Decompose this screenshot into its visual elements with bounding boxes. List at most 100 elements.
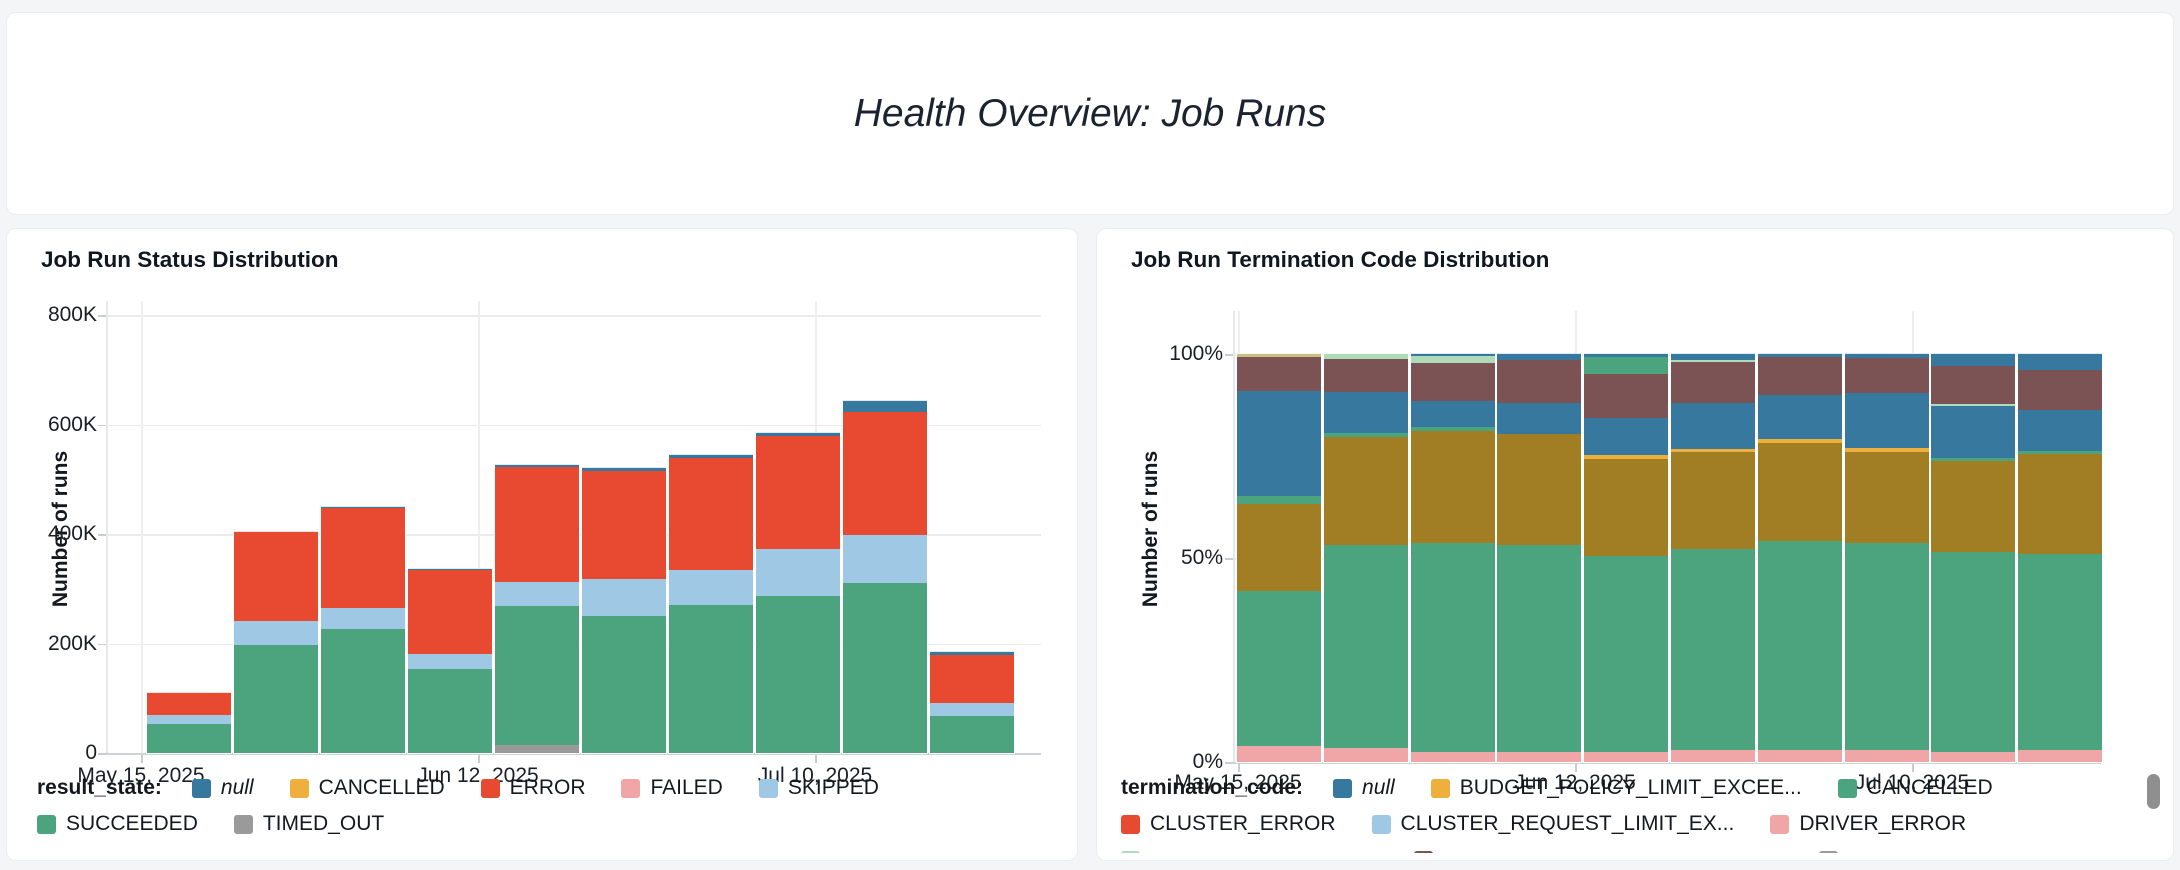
bar-segment[interactable] <box>1757 748 1842 762</box>
bar-segment[interactable] <box>2018 353 2103 370</box>
legend-item[interactable]: CANCELLED <box>1837 776 1993 800</box>
bar-segment[interactable] <box>756 548 840 596</box>
legend-item[interactable]: null <box>191 776 254 800</box>
stacked-bar[interactable] <box>1323 353 1408 762</box>
bar-segment[interactable] <box>1844 748 1929 762</box>
bar-segment[interactable] <box>843 534 927 584</box>
bar-segment[interactable] <box>1410 353 1495 357</box>
legend-item[interactable]: TIMED_OUT <box>233 812 384 836</box>
bar-segment[interactable] <box>1237 355 1321 391</box>
bar-segment[interactable] <box>1410 399 1495 427</box>
bar-segment[interactable] <box>843 399 927 413</box>
legend-item[interactable]: BUDGET_POLICY_LIMIT_EXCEE... <box>1430 776 1802 800</box>
bar-segment[interactable] <box>1323 358 1408 392</box>
bar-segment[interactable] <box>582 470 666 580</box>
legend-item[interactable] <box>1121 850 1150 853</box>
stacked-bar[interactable] <box>1757 353 1842 762</box>
bar-segment[interactable] <box>1671 450 1755 549</box>
bar-segment[interactable] <box>1671 401 1755 449</box>
bar-segment[interactable] <box>1323 353 1408 360</box>
legend-scrollbar-thumb[interactable] <box>2147 774 2160 809</box>
bar-segment[interactable] <box>669 454 753 458</box>
bar-segment[interactable] <box>1931 353 2016 367</box>
stacked-bar[interactable] <box>843 399 927 753</box>
bar-segment[interactable] <box>2018 452 2103 554</box>
bar-segment[interactable] <box>1237 389 1321 496</box>
bar-segment[interactable] <box>582 578 666 616</box>
legend-item[interactable]: null <box>1333 776 1395 800</box>
stacked-bar[interactable] <box>234 530 318 753</box>
bar-segment[interactable] <box>1584 353 1669 358</box>
bar-segment[interactable] <box>1323 746 1408 762</box>
bar-segment[interactable] <box>1844 392 1929 448</box>
stacked-bar[interactable] <box>321 505 405 753</box>
bar-segment[interactable] <box>1671 748 1755 762</box>
bar-segment[interactable] <box>1497 359 1582 403</box>
bar-segment[interactable] <box>1931 459 2016 553</box>
bar-segment[interactable] <box>669 456 753 570</box>
bar-segment[interactable] <box>147 714 231 724</box>
bar-segment[interactable] <box>1410 361 1495 401</box>
legend-item[interactable]: ERROR <box>480 776 585 800</box>
bar-segment[interactable] <box>756 594 840 753</box>
stacked-bar[interactable] <box>930 651 1014 753</box>
bar-segment[interactable] <box>1410 542 1495 752</box>
bar-segment[interactable] <box>1410 429 1495 544</box>
bar-segment[interactable] <box>321 506 405 609</box>
bar-segment[interactable] <box>1497 433 1582 545</box>
bar-segment[interactable] <box>669 604 753 753</box>
bar-segment[interactable] <box>930 651 1014 655</box>
bar-segment[interactable] <box>582 614 666 753</box>
stacked-bar[interactable] <box>1497 353 1582 762</box>
bar-segment[interactable] <box>408 569 492 655</box>
bar-segment[interactable] <box>669 568 753 606</box>
legend-item[interactable] <box>1819 850 1848 853</box>
bar-segment[interactable] <box>1757 353 1842 358</box>
bar-segment[interactable] <box>1584 356 1669 374</box>
bar-segment[interactable] <box>495 605 579 745</box>
bar-segment[interactable] <box>1323 543 1408 748</box>
bar-segment[interactable] <box>495 464 579 467</box>
stacked-bar[interactable] <box>1671 353 1755 762</box>
bar-segment[interactable] <box>495 743 579 753</box>
bar-segment[interactable] <box>1237 590 1321 746</box>
stacked-bar[interactable] <box>495 464 579 753</box>
legend-item[interactable]: SKIPPED <box>758 776 879 800</box>
bar-segment[interactable] <box>234 530 318 622</box>
bar-segment[interactable] <box>1410 355 1495 363</box>
bar-segment[interactable] <box>1584 750 1669 762</box>
bar-segment[interactable] <box>2018 552 2103 750</box>
bar-segment[interactable] <box>495 580 579 607</box>
bar-segment[interactable] <box>147 722 231 753</box>
bar-segment[interactable] <box>1671 547 1755 750</box>
bar-segment[interactable] <box>1844 450 1929 544</box>
bar-segment[interactable] <box>408 667 492 753</box>
bar-segment[interactable] <box>1931 405 2016 459</box>
bar-segment[interactable] <box>756 432 840 436</box>
bar-segment[interactable] <box>408 653 492 669</box>
bar-segment[interactable] <box>1237 494 1321 504</box>
bar-segment[interactable] <box>1323 390 1408 433</box>
bar-segment[interactable] <box>1584 417 1669 456</box>
bar-segment[interactable] <box>1497 543 1582 752</box>
bar-segment[interactable] <box>321 627 405 753</box>
bar-segment[interactable] <box>234 644 318 753</box>
bar-segment[interactable] <box>2018 409 2103 452</box>
bar-segment[interactable] <box>1237 353 1321 357</box>
stacked-bar[interactable] <box>408 568 492 753</box>
bar-segment[interactable] <box>1497 353 1582 361</box>
bar-segment[interactable] <box>1931 365 2016 405</box>
bar-segment[interactable] <box>1671 353 1755 361</box>
bar-segment[interactable] <box>408 568 492 571</box>
bar-segment[interactable] <box>1757 356 1842 395</box>
bar-segment[interactable] <box>930 714 1014 753</box>
stacked-bar[interactable] <box>1844 353 1929 762</box>
bar-segment[interactable] <box>930 654 1014 704</box>
bar-segment[interactable] <box>582 467 666 472</box>
legend-item[interactable] <box>1414 850 1443 853</box>
bar-segment[interactable] <box>1237 744 1321 762</box>
stacked-bar[interactable] <box>1931 353 2016 762</box>
bar-segment[interactable] <box>1757 393 1842 439</box>
bar-segment[interactable] <box>2018 368 2103 411</box>
stacked-bar[interactable] <box>1237 353 1321 762</box>
